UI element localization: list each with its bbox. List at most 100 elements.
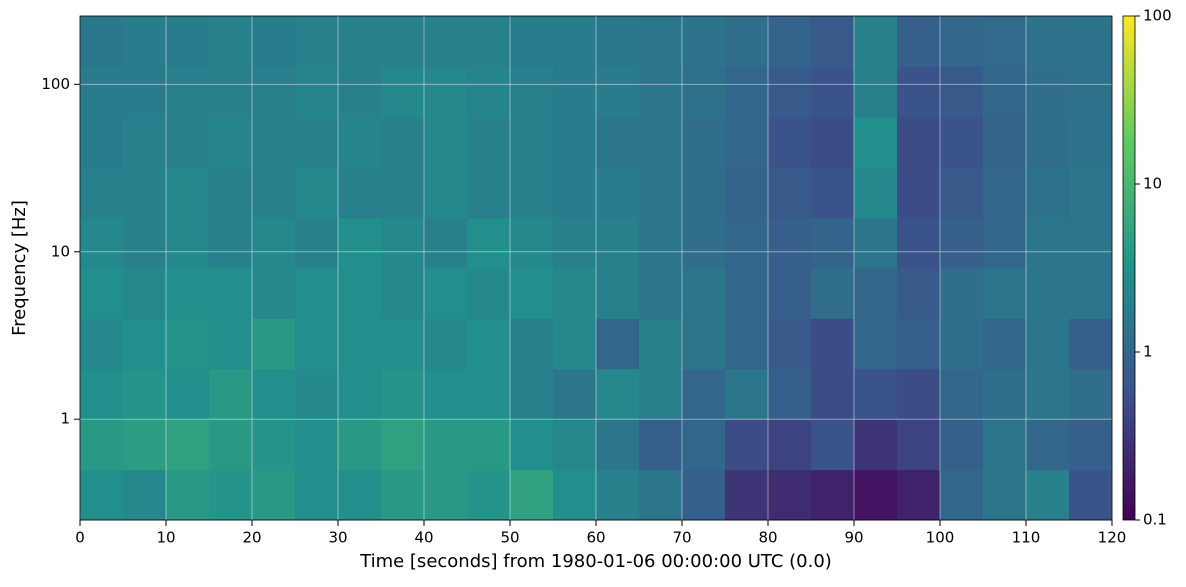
heatmap-cell xyxy=(510,217,554,269)
heatmap-cell xyxy=(209,16,253,67)
heatmap-cell xyxy=(682,469,726,521)
heatmap-cell xyxy=(768,66,812,118)
heatmap-cell xyxy=(209,268,253,319)
heatmap-cell xyxy=(510,268,554,319)
heatmap-cell xyxy=(854,469,898,521)
heatmap-cell xyxy=(381,167,425,219)
heatmap-cell xyxy=(811,217,855,269)
heatmap-cell xyxy=(768,469,812,521)
heatmap-cell xyxy=(897,116,941,168)
heatmap-cell xyxy=(338,167,382,219)
heatmap-cell xyxy=(639,268,683,319)
heatmap-cell xyxy=(1026,16,1070,67)
x-tick-label: 60 xyxy=(586,529,605,547)
heatmap-cell xyxy=(295,66,339,118)
heatmap-cell xyxy=(897,66,941,118)
heatmap-cell xyxy=(983,469,1027,521)
heatmap-cell xyxy=(510,16,554,67)
heatmap-cell xyxy=(639,419,683,471)
heatmap-cell xyxy=(553,419,597,471)
heatmap-cell xyxy=(725,469,769,521)
heatmap-cell xyxy=(940,469,984,521)
heatmap-cell xyxy=(424,318,468,370)
heatmap-cell xyxy=(596,167,640,219)
heatmap-cell xyxy=(682,116,726,168)
heatmap-cell xyxy=(381,66,425,118)
heatmap-cell xyxy=(639,217,683,269)
heatmap-cell xyxy=(166,419,210,471)
heatmap-cell xyxy=(123,116,167,168)
heatmap-cell xyxy=(596,368,640,420)
heatmap-cell xyxy=(725,167,769,219)
heatmap-cell xyxy=(897,318,941,370)
heatmap-cell xyxy=(768,419,812,471)
heatmap-cell xyxy=(424,268,468,319)
heatmap-cell xyxy=(553,66,597,118)
heatmap-cell xyxy=(596,66,640,118)
heatmap-cell xyxy=(424,167,468,219)
heatmap-cell xyxy=(209,469,253,521)
heatmap-cell xyxy=(123,419,167,471)
heatmap-cell xyxy=(639,16,683,67)
heatmap-cell xyxy=(725,66,769,118)
heatmap-cell xyxy=(682,66,726,118)
heatmap-cell xyxy=(209,66,253,118)
heatmap-cell xyxy=(338,368,382,420)
heatmap-cell xyxy=(295,217,339,269)
colorbar xyxy=(1122,15,1136,521)
y-tick-label: 10 xyxy=(51,242,70,260)
heatmap-cell xyxy=(252,318,296,370)
x-tick-label: 100 xyxy=(926,529,955,547)
heatmap-cell xyxy=(338,66,382,118)
heatmap-cell xyxy=(940,116,984,168)
heatmap-cell xyxy=(295,469,339,521)
heatmap-cell xyxy=(80,16,124,67)
heatmap-cell xyxy=(80,419,124,471)
heatmap-cell xyxy=(1069,318,1113,370)
heatmap-cell xyxy=(768,116,812,168)
heatmap-cell xyxy=(553,167,597,219)
heatmap-cell xyxy=(467,217,511,269)
heatmap-cell xyxy=(295,16,339,67)
heatmap-cell xyxy=(381,368,425,420)
heatmap-cell xyxy=(166,167,210,219)
heatmap-cell xyxy=(295,116,339,168)
heatmap-cell xyxy=(682,318,726,370)
heatmap-cell xyxy=(682,368,726,420)
heatmap-cell xyxy=(209,368,253,420)
heatmap-cell xyxy=(940,318,984,370)
heatmap-cell xyxy=(80,116,124,168)
heatmap-cell xyxy=(940,16,984,67)
y-axis-label: Frequency [Hz] xyxy=(9,200,30,336)
heatmap-cell xyxy=(1026,116,1070,168)
heatmap-cell xyxy=(983,419,1027,471)
colorbar-tick-label: 100 xyxy=(1143,7,1172,25)
heatmap-cell xyxy=(381,469,425,521)
heatmap-cell xyxy=(639,116,683,168)
heatmap-cell xyxy=(209,419,253,471)
heatmap-cell xyxy=(295,318,339,370)
heatmap-cell xyxy=(854,368,898,420)
heatmap-cell xyxy=(338,116,382,168)
heatmap-cell xyxy=(811,419,855,471)
heatmap-cell xyxy=(209,167,253,219)
heatmap-cell xyxy=(1069,116,1113,168)
heatmap-cell xyxy=(166,469,210,521)
heatmap-cell xyxy=(897,268,941,319)
heatmap-cell xyxy=(381,419,425,471)
heatmap-cell xyxy=(252,167,296,219)
heatmap-cell xyxy=(639,368,683,420)
heatmap-cell xyxy=(811,116,855,168)
x-tick-label: 80 xyxy=(758,529,777,547)
y-tick-label: 100 xyxy=(41,75,70,93)
heatmap-cell xyxy=(940,167,984,219)
heatmap-cell xyxy=(854,16,898,67)
heatmap-cell xyxy=(424,368,468,420)
heatmap-cell xyxy=(381,318,425,370)
heatmap-cell xyxy=(295,268,339,319)
heatmap-cell xyxy=(166,217,210,269)
heatmap-cell xyxy=(424,66,468,118)
x-tick-label: 40 xyxy=(414,529,433,547)
heatmap-cell xyxy=(123,217,167,269)
heatmap-cell xyxy=(1026,368,1070,420)
